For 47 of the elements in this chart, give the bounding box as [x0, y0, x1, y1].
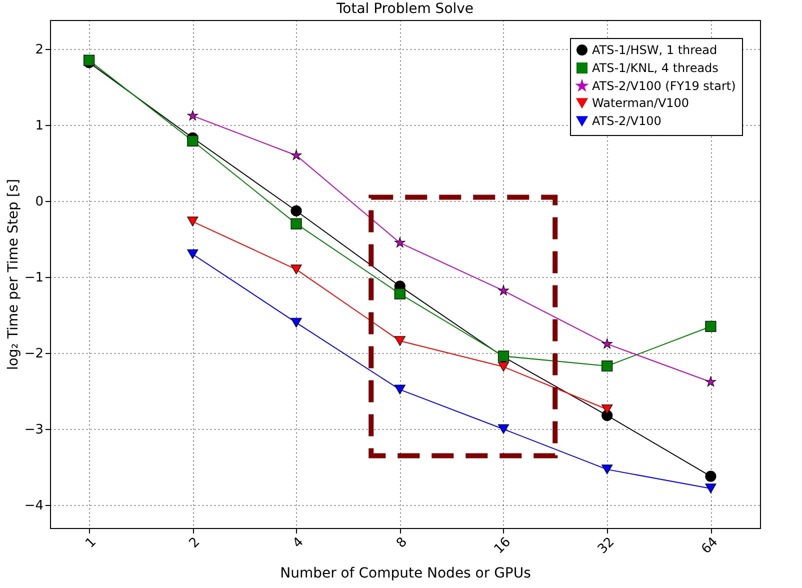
point [705, 320, 716, 332]
y-tick-label: −3 [24, 422, 44, 438]
x-axis-title: Number of Compute Nodes or GPUs [280, 565, 531, 582]
x-tick-label: 16 [492, 534, 514, 558]
point [290, 218, 302, 230]
point [394, 384, 406, 394]
point [602, 464, 613, 474]
point [498, 424, 510, 434]
point [290, 264, 302, 274]
legend-label: ATS-1/KNL, 4 threads [592, 61, 718, 75]
point [187, 249, 198, 260]
y-tick-label: 1 [35, 118, 44, 134]
point [394, 336, 406, 346]
y-axis-title: log₂ Time per Time Step [s] [5, 178, 22, 370]
x-tick-label: 4 [290, 534, 307, 552]
y-tick-label: −4 [24, 498, 44, 514]
y-tick-label: −1 [24, 270, 44, 286]
point [602, 360, 613, 372]
point [498, 362, 510, 372]
point [602, 338, 612, 349]
point [705, 376, 716, 387]
y-tick-label: 2 [35, 42, 44, 58]
point [187, 216, 198, 226]
point [290, 150, 302, 160]
point [705, 484, 716, 494]
y-tick-label: 0 [35, 194, 44, 210]
x-tick-label: 8 [394, 534, 410, 552]
point [705, 470, 716, 482]
point [290, 318, 302, 328]
y-tick-label: −2 [24, 346, 44, 362]
x-tick-label: 64 [698, 534, 722, 558]
point [394, 288, 406, 300]
point [187, 135, 198, 146]
point [290, 205, 302, 216]
point [602, 404, 613, 414]
legend-label: ATS-2/V100 [592, 114, 662, 128]
point [187, 110, 198, 120]
point [84, 54, 95, 66]
x-tick-label: 32 [595, 534, 618, 558]
point [498, 285, 509, 296]
point [394, 237, 406, 248]
legend-label: ATS-2/V100 (FY19 start) [592, 79, 736, 93]
x-tick-label: 1 [83, 534, 100, 552]
legend-label: Waterman/V100 [592, 96, 690, 110]
chart-title: Total Problem Solve [335, 1, 474, 17]
x-tick-label: 2 [186, 534, 204, 552]
legend-label: ATS-1/HSW, 1 thread [592, 43, 718, 57]
